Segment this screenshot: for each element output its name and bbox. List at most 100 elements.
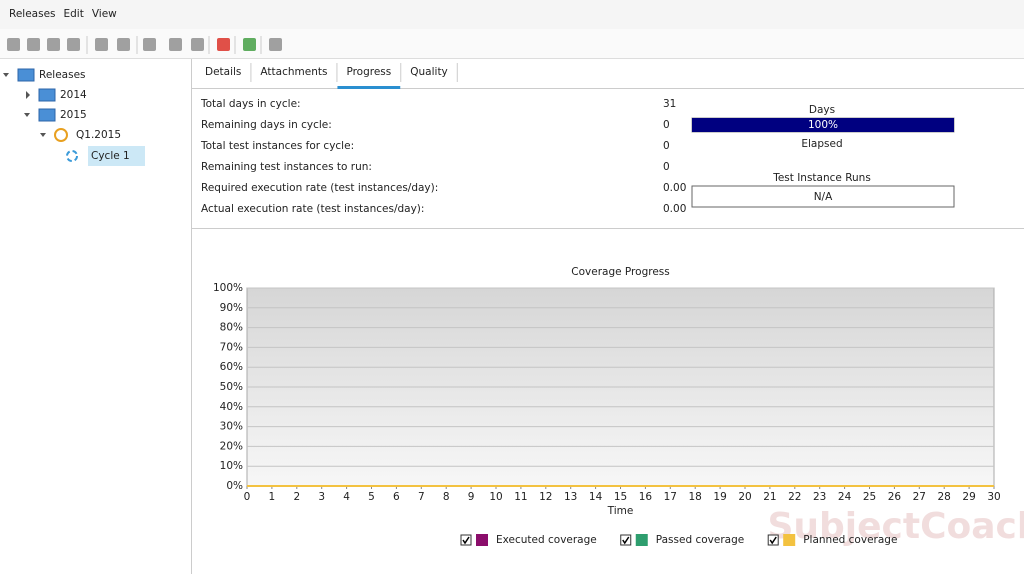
x-tick-label: 8 bbox=[443, 491, 450, 503]
x-tick-label: 19 bbox=[713, 491, 726, 503]
x-tick-label: 28 bbox=[938, 491, 951, 503]
tool-button[interactable] bbox=[67, 38, 80, 51]
legend-checkbox[interactable] bbox=[620, 534, 632, 546]
x-tick-label: 10 bbox=[489, 491, 502, 503]
cycle-folder-icon bbox=[54, 128, 68, 142]
x-tick-label: 20 bbox=[738, 491, 751, 503]
tree-arrow bbox=[26, 91, 30, 99]
x-tick-label: 26 bbox=[888, 491, 902, 503]
days-percent: 100% bbox=[808, 119, 838, 131]
checkmark bbox=[462, 536, 470, 545]
tab[interactable]: Quality bbox=[410, 66, 448, 78]
toolbar-icons bbox=[7, 36, 282, 54]
runs-box bbox=[691, 185, 955, 208]
x-tick-label: 16 bbox=[639, 491, 653, 503]
stat-label: Total test instances for cycle: bbox=[200, 140, 354, 152]
menu-bar bbox=[0, 0, 1024, 29]
cycle-icon bbox=[66, 150, 78, 162]
tool-button[interactable] bbox=[243, 38, 256, 51]
stat-label: Required execution rate (test instances/… bbox=[201, 182, 438, 194]
tab[interactable]: Progress bbox=[346, 66, 391, 78]
legend-checkbox[interactable] bbox=[460, 534, 472, 546]
tree-node[interactable]: Releases bbox=[39, 69, 86, 81]
x-tick-label: 3 bbox=[318, 491, 325, 503]
tool-button[interactable] bbox=[269, 38, 282, 51]
days-caption: Elapsed bbox=[801, 138, 842, 150]
stat-label: Remaining days in cycle: bbox=[201, 119, 332, 131]
tool-button[interactable] bbox=[191, 38, 204, 51]
x-tick-label: 29 bbox=[962, 491, 975, 503]
x-tick-label: 27 bbox=[913, 491, 926, 503]
y-tick-label: 10% bbox=[220, 460, 243, 472]
y-tick-label: 70% bbox=[220, 341, 243, 353]
tool-button[interactable] bbox=[217, 38, 230, 51]
menu-item[interactable]: Releases bbox=[9, 8, 56, 20]
tool-button[interactable] bbox=[7, 38, 20, 51]
folder-icon bbox=[17, 68, 35, 82]
x-tick-label: 0 bbox=[244, 491, 251, 503]
days-bar bbox=[692, 118, 954, 132]
stat-value: 0.00 bbox=[663, 182, 686, 194]
runs-title: Test Instance Runs bbox=[772, 172, 871, 184]
chart-title: Coverage Progress bbox=[571, 266, 669, 278]
legend-swatch bbox=[783, 534, 796, 546]
tool-button[interactable] bbox=[117, 38, 130, 51]
y-tick-label: 90% bbox=[220, 302, 243, 314]
legend-checkbox[interactable] bbox=[767, 534, 779, 546]
selection bbox=[88, 146, 145, 166]
days-title: Days bbox=[809, 104, 835, 116]
stat-value: 31 bbox=[663, 98, 676, 110]
menu-item[interactable]: Edit bbox=[64, 8, 84, 20]
y-tick-label: 50% bbox=[220, 381, 243, 393]
x-tick-label: 6 bbox=[393, 491, 400, 503]
x-tick-label: 24 bbox=[838, 491, 852, 503]
y-tick-label: 40% bbox=[220, 401, 243, 413]
tool-button[interactable] bbox=[169, 38, 182, 51]
x-tick-label: 13 bbox=[564, 491, 577, 503]
legend-label: Executed coverage bbox=[496, 534, 597, 546]
tab-active-underline bbox=[337, 86, 401, 89]
x-tick-label: 30 bbox=[987, 491, 1000, 503]
tool-button[interactable] bbox=[95, 38, 108, 51]
watermark: SubjectCoach bbox=[767, 506, 1024, 547]
legend-label: Passed coverage bbox=[656, 534, 744, 546]
stat-label: Remaining test instances to run: bbox=[201, 161, 372, 173]
tab[interactable]: Details bbox=[205, 66, 241, 78]
x-tick-label: 2 bbox=[293, 491, 300, 503]
x-tick-label: 5 bbox=[368, 491, 375, 503]
tree-node[interactable]: 2015 bbox=[60, 109, 87, 121]
tool-button[interactable] bbox=[143, 38, 156, 51]
x-tick-label: 23 bbox=[813, 491, 826, 503]
x-tick-label: 12 bbox=[539, 491, 552, 503]
y-tick-label: 100% bbox=[213, 282, 243, 294]
runs-value: N/A bbox=[814, 191, 833, 203]
tree-node[interactable]: Q1.2015 bbox=[76, 129, 121, 141]
x-tick-label: 25 bbox=[863, 491, 876, 503]
tool-button[interactable] bbox=[27, 38, 40, 51]
stat-value: 0 bbox=[663, 140, 670, 152]
y-tick-label: 20% bbox=[220, 440, 243, 452]
menu-item[interactable]: View bbox=[92, 8, 117, 20]
tree-node[interactable]: Cycle 1 bbox=[91, 150, 130, 162]
tree-arrow bbox=[3, 73, 9, 77]
x-tick-label: 18 bbox=[689, 491, 702, 503]
x-axis-label: Time bbox=[607, 505, 634, 517]
tree-node[interactable]: 2014 bbox=[60, 89, 87, 101]
tab[interactable]: Attachments bbox=[260, 66, 327, 78]
stat-label: Actual execution rate (test instances/da… bbox=[201, 203, 424, 215]
x-tick-label: 1 bbox=[269, 491, 276, 503]
stat-value: 0.00 bbox=[663, 203, 686, 215]
x-tick-label: 17 bbox=[664, 491, 677, 503]
stat-label: Total days in cycle: bbox=[200, 98, 301, 110]
x-tick-label: 7 bbox=[418, 491, 425, 503]
folder-icon bbox=[38, 88, 56, 102]
stat-value: 0 bbox=[663, 161, 670, 173]
legend-swatch bbox=[635, 534, 648, 546]
tool-button[interactable] bbox=[47, 38, 60, 51]
x-tick-label: 21 bbox=[763, 491, 776, 503]
y-tick-label: 60% bbox=[220, 361, 243, 373]
legend-label: Planned coverage bbox=[803, 534, 897, 546]
folder-icon bbox=[38, 108, 56, 122]
